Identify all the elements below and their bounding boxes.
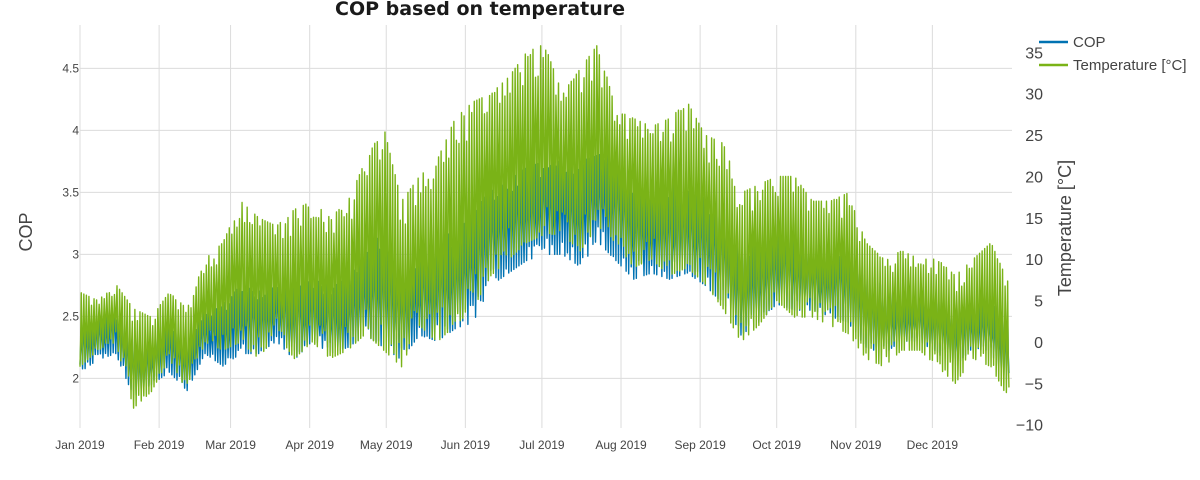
x-tick-label: Feb 2019 [134, 438, 185, 452]
y-tick-label: 2.5 [62, 309, 79, 323]
y2-tick-label: 20 [1025, 169, 1043, 186]
y2-axis-title: Temperature [°C] [1055, 160, 1075, 296]
temperature-series-line [79, 45, 1010, 409]
y2-tick-label: 0 [1034, 335, 1043, 352]
x-tick-label: May 2019 [360, 438, 413, 452]
x-tick-label: Dec 2019 [907, 438, 959, 452]
x-tick-label: Nov 2019 [830, 438, 882, 452]
y-tick-label: 3 [72, 247, 79, 261]
left-y-ticks: 2 2.5 3 3.5 4 4.5 [62, 61, 79, 385]
x-tick-label: Jan 2019 [55, 438, 105, 452]
x-tick-label: Jun 2019 [441, 438, 491, 452]
x-tick-label: Sep 2019 [674, 438, 726, 452]
y2-tick-label: 10 [1025, 252, 1043, 269]
right-y-ticks: −10 −5 0 5 10 15 20 25 30 35 [1016, 45, 1043, 434]
y-tick-label: 2 [72, 371, 79, 385]
x-tick-label: Oct 2019 [752, 438, 801, 452]
y-tick-label: 3.5 [62, 185, 79, 199]
chart-title: COP based on temperature [335, 0, 625, 20]
y2-tick-label: 35 [1025, 45, 1043, 62]
x-tick-label: Aug 2019 [595, 438, 647, 452]
x-ticks: Jan 2019 Feb 2019 Mar 2019 Apr 2019 May 2019… [55, 438, 958, 452]
legend: COP Temperature [°C] [1039, 34, 1187, 74]
legend-label-temperature: Temperature [°C] [1073, 57, 1187, 74]
legend-label-cop: COP [1073, 34, 1106, 51]
y2-tick-label: 30 [1025, 87, 1043, 104]
series-layer [79, 45, 1010, 409]
y-tick-label: 4 [72, 123, 79, 137]
y-tick-label: 4.5 [62, 61, 79, 75]
y2-tick-label: 25 [1025, 128, 1043, 145]
x-tick-label: Apr 2019 [285, 438, 334, 452]
y2-tick-label: 15 [1025, 211, 1043, 228]
y-axis-title: COP [16, 212, 36, 251]
y2-tick-label: −10 [1016, 418, 1043, 435]
y2-tick-label: 5 [1034, 294, 1043, 311]
y2-tick-label: −5 [1025, 376, 1043, 393]
x-tick-label: Mar 2019 [205, 438, 256, 452]
x-tick-label: Jul 2019 [519, 438, 565, 452]
